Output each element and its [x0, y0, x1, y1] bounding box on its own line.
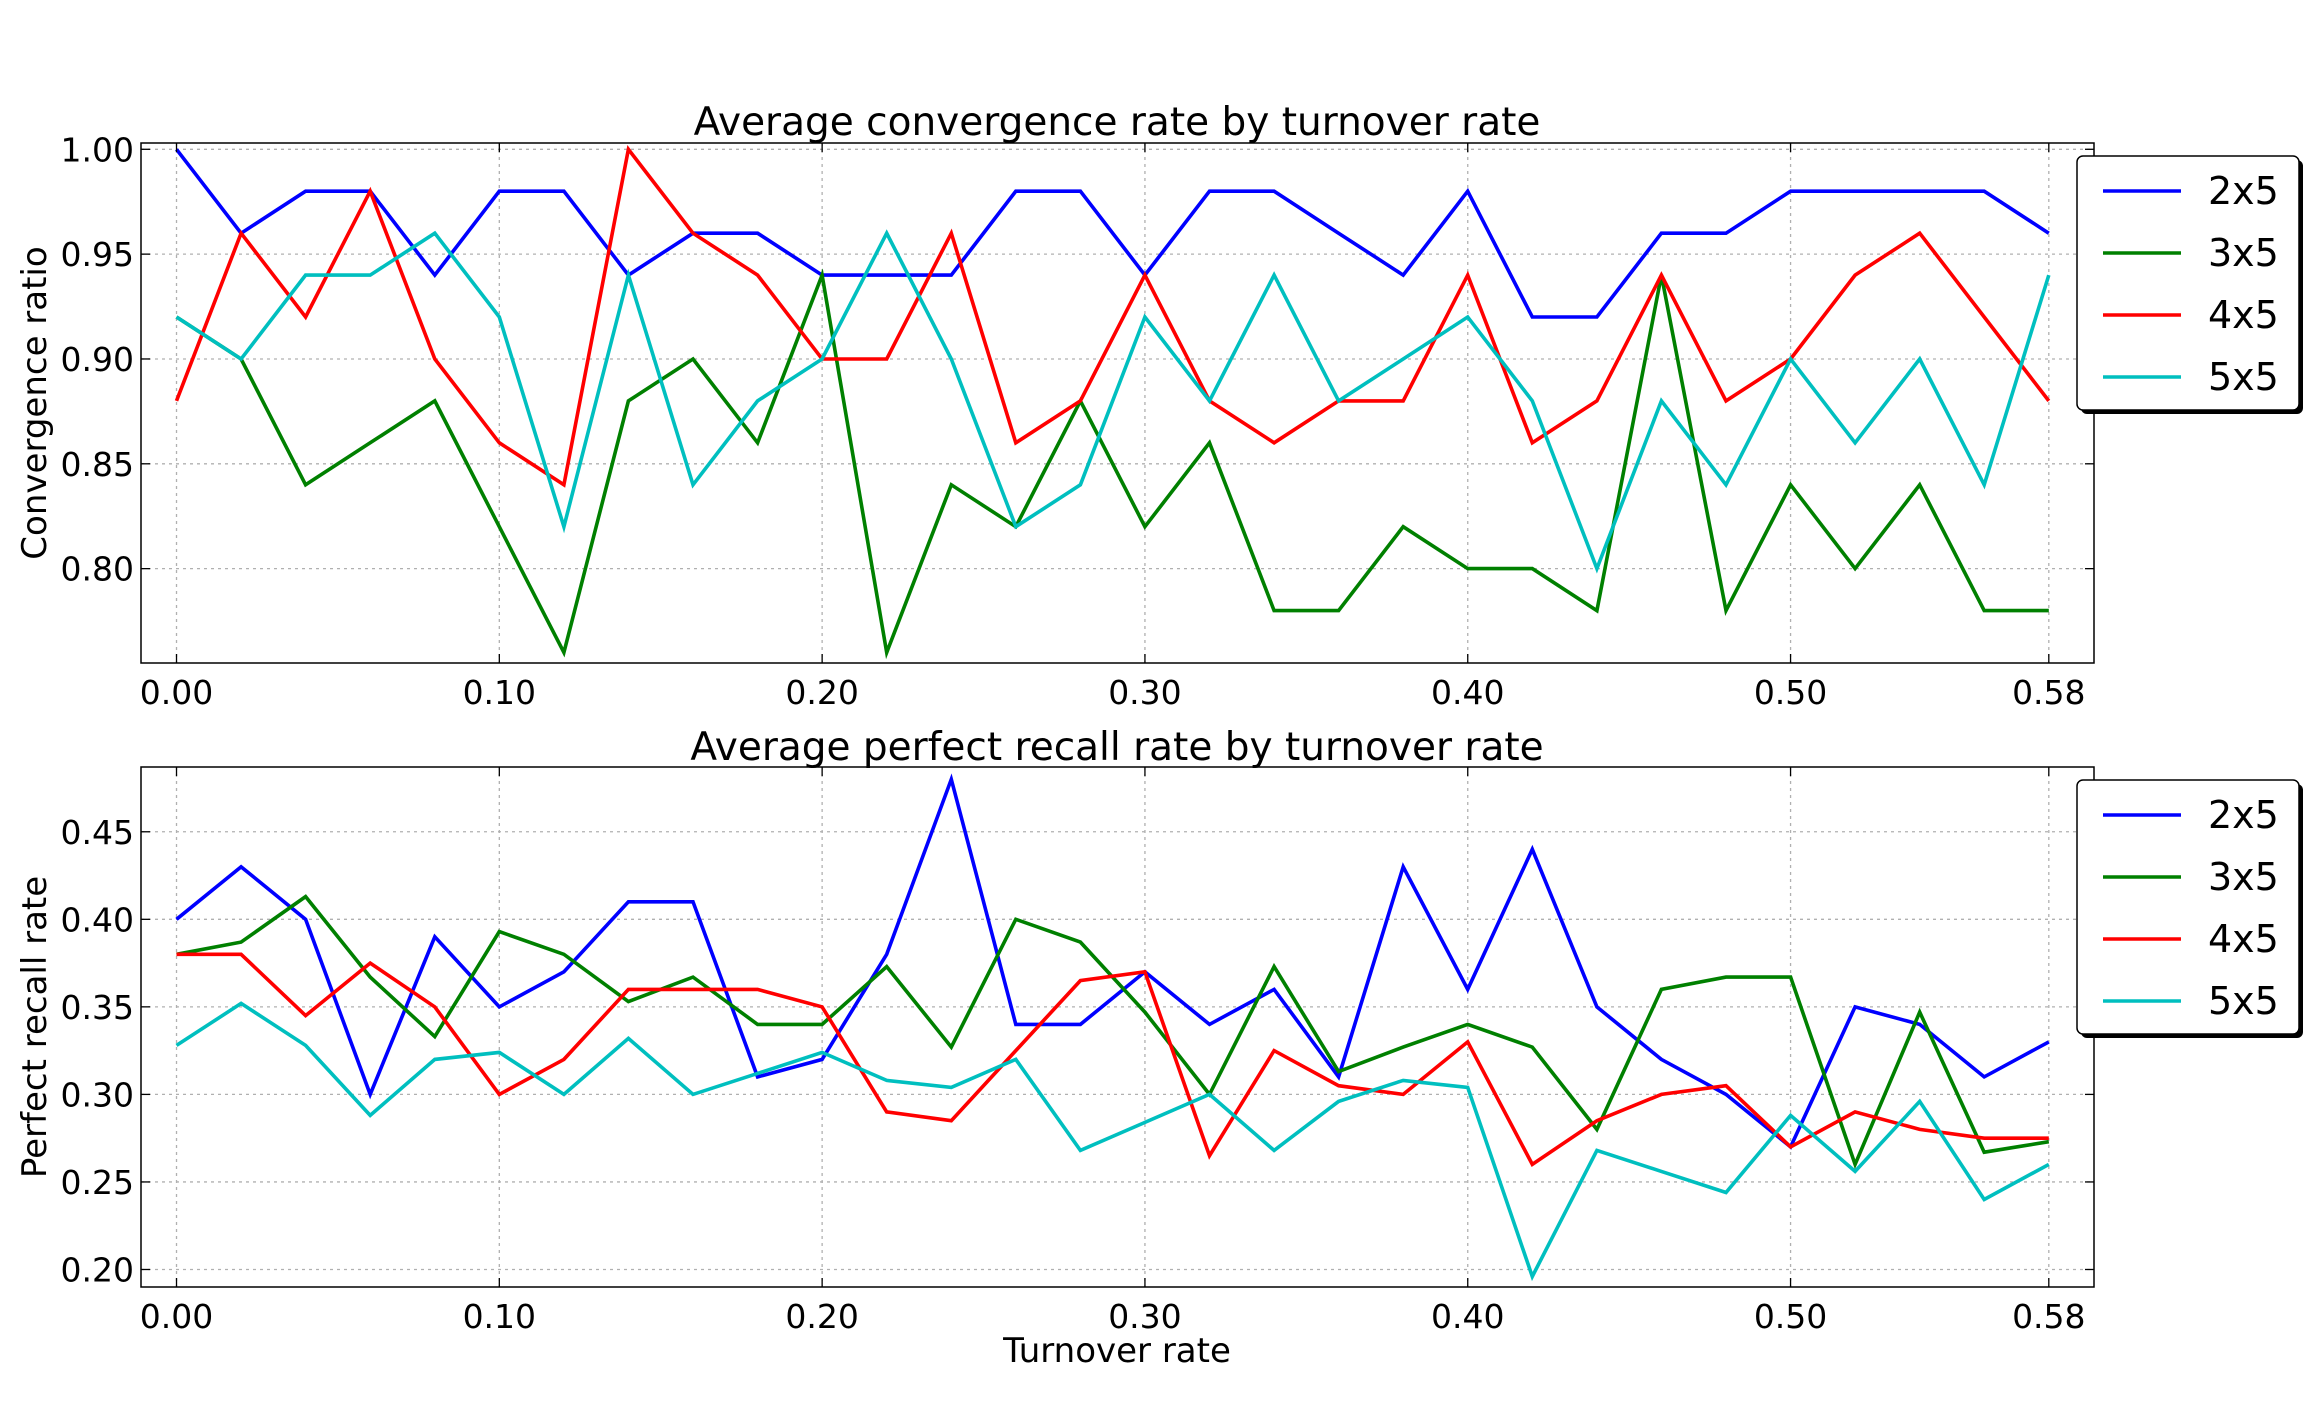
- grid: [141, 143, 2094, 663]
- legend-label-3x5: 3x5: [2208, 855, 2279, 899]
- legend: 2x5 3x5 4x5 5x5: [2076, 779, 2303, 1038]
- series-line-4x5: [174, 145, 2051, 488]
- x-tick-label: 0.20: [785, 673, 858, 712]
- series-line-2x5: [175, 773, 2050, 1150]
- series-line-4x5: [176, 952, 2049, 1168]
- y-tick-label: 0.20: [61, 1250, 134, 1289]
- y-tick-label: 0.95: [61, 235, 134, 274]
- grid: [141, 767, 2094, 1287]
- series-line-5x5: [175, 229, 2051, 574]
- y-tick-label: 0.80: [61, 550, 134, 589]
- y-tick-label: 0.45: [61, 813, 134, 852]
- legend-label-4x5: 4x5: [2208, 917, 2279, 961]
- series-lines: [175, 773, 2050, 1282]
- chart-title: Average perfect recall rate by turnover …: [690, 725, 1543, 770]
- x-tick-label: 0.58: [2012, 1297, 2085, 1336]
- x-tick-label: 0.10: [463, 1297, 536, 1336]
- y-tick-label: 0.40: [61, 900, 134, 939]
- x-tick-label: 0.30: [1108, 673, 1181, 712]
- axis-ticks: 0.00 0.10 0.20 0.30 0.40 0.50 0.58 0.80 0.85 0.90…: [61, 130, 2094, 712]
- y-tick-label: 0.90: [61, 340, 134, 379]
- series-lines: [174, 145, 2051, 660]
- x-tick-label: 0.30: [1108, 1297, 1181, 1336]
- x-tick-label: 0.20: [785, 1297, 858, 1336]
- plot-frame: [140, 766, 2095, 1288]
- y-axis-label: Perfect recall rate: [15, 876, 55, 1178]
- x-tick-label: 0.50: [1754, 1297, 1827, 1336]
- series-line-2x5: [175, 148, 2050, 319]
- recall-chart: Average perfect recall rate by turnover …: [15, 725, 2303, 1371]
- x-axis-label: Turnover rate: [1002, 1331, 1231, 1371]
- legend-box: [2076, 779, 2300, 1035]
- legend-label-3x5: 3x5: [2208, 231, 2279, 275]
- legend-label-2x5: 2x5: [2208, 793, 2279, 837]
- x-tick-label: 0.00: [140, 1297, 213, 1336]
- x-tick-label: 0.58: [2012, 673, 2085, 712]
- axis-ticks: 0.00 0.10 0.20 0.30 0.40 0.50 0.58 0.20 0.25 0.30…: [61, 767, 2094, 1336]
- series-line-5x5: [175, 1001, 2050, 1282]
- chart-title: Average convergence rate by turnover rat…: [694, 100, 1541, 145]
- y-tick-label: 0.35: [61, 988, 134, 1027]
- legend-box: [2076, 155, 2300, 411]
- series-line-3x5: [175, 268, 2049, 660]
- legend-label-5x5: 5x5: [2208, 355, 2279, 399]
- x-tick-label: 0.40: [1431, 673, 1504, 712]
- y-tick-label: 0.25: [61, 1163, 134, 1202]
- y-tick-label: 0.30: [61, 1075, 134, 1114]
- convergence-chart: Average convergence rate by turnover rat…: [15, 100, 2303, 712]
- legend-label-2x5: 2x5: [2208, 169, 2279, 213]
- x-tick-label: 0.00: [140, 673, 213, 712]
- x-tick-label: 0.50: [1754, 673, 1827, 712]
- legend-label-4x5: 4x5: [2208, 293, 2279, 337]
- y-tick-label: 1.00: [61, 130, 134, 169]
- legend: 2x5 3x5 4x5 5x5: [2076, 155, 2303, 414]
- legend-label-5x5: 5x5: [2208, 979, 2279, 1023]
- x-tick-label: 0.10: [463, 673, 536, 712]
- y-axis-label: Convergence ratio: [15, 246, 55, 559]
- y-tick-label: 0.85: [61, 445, 134, 484]
- x-tick-label: 0.40: [1431, 1297, 1504, 1336]
